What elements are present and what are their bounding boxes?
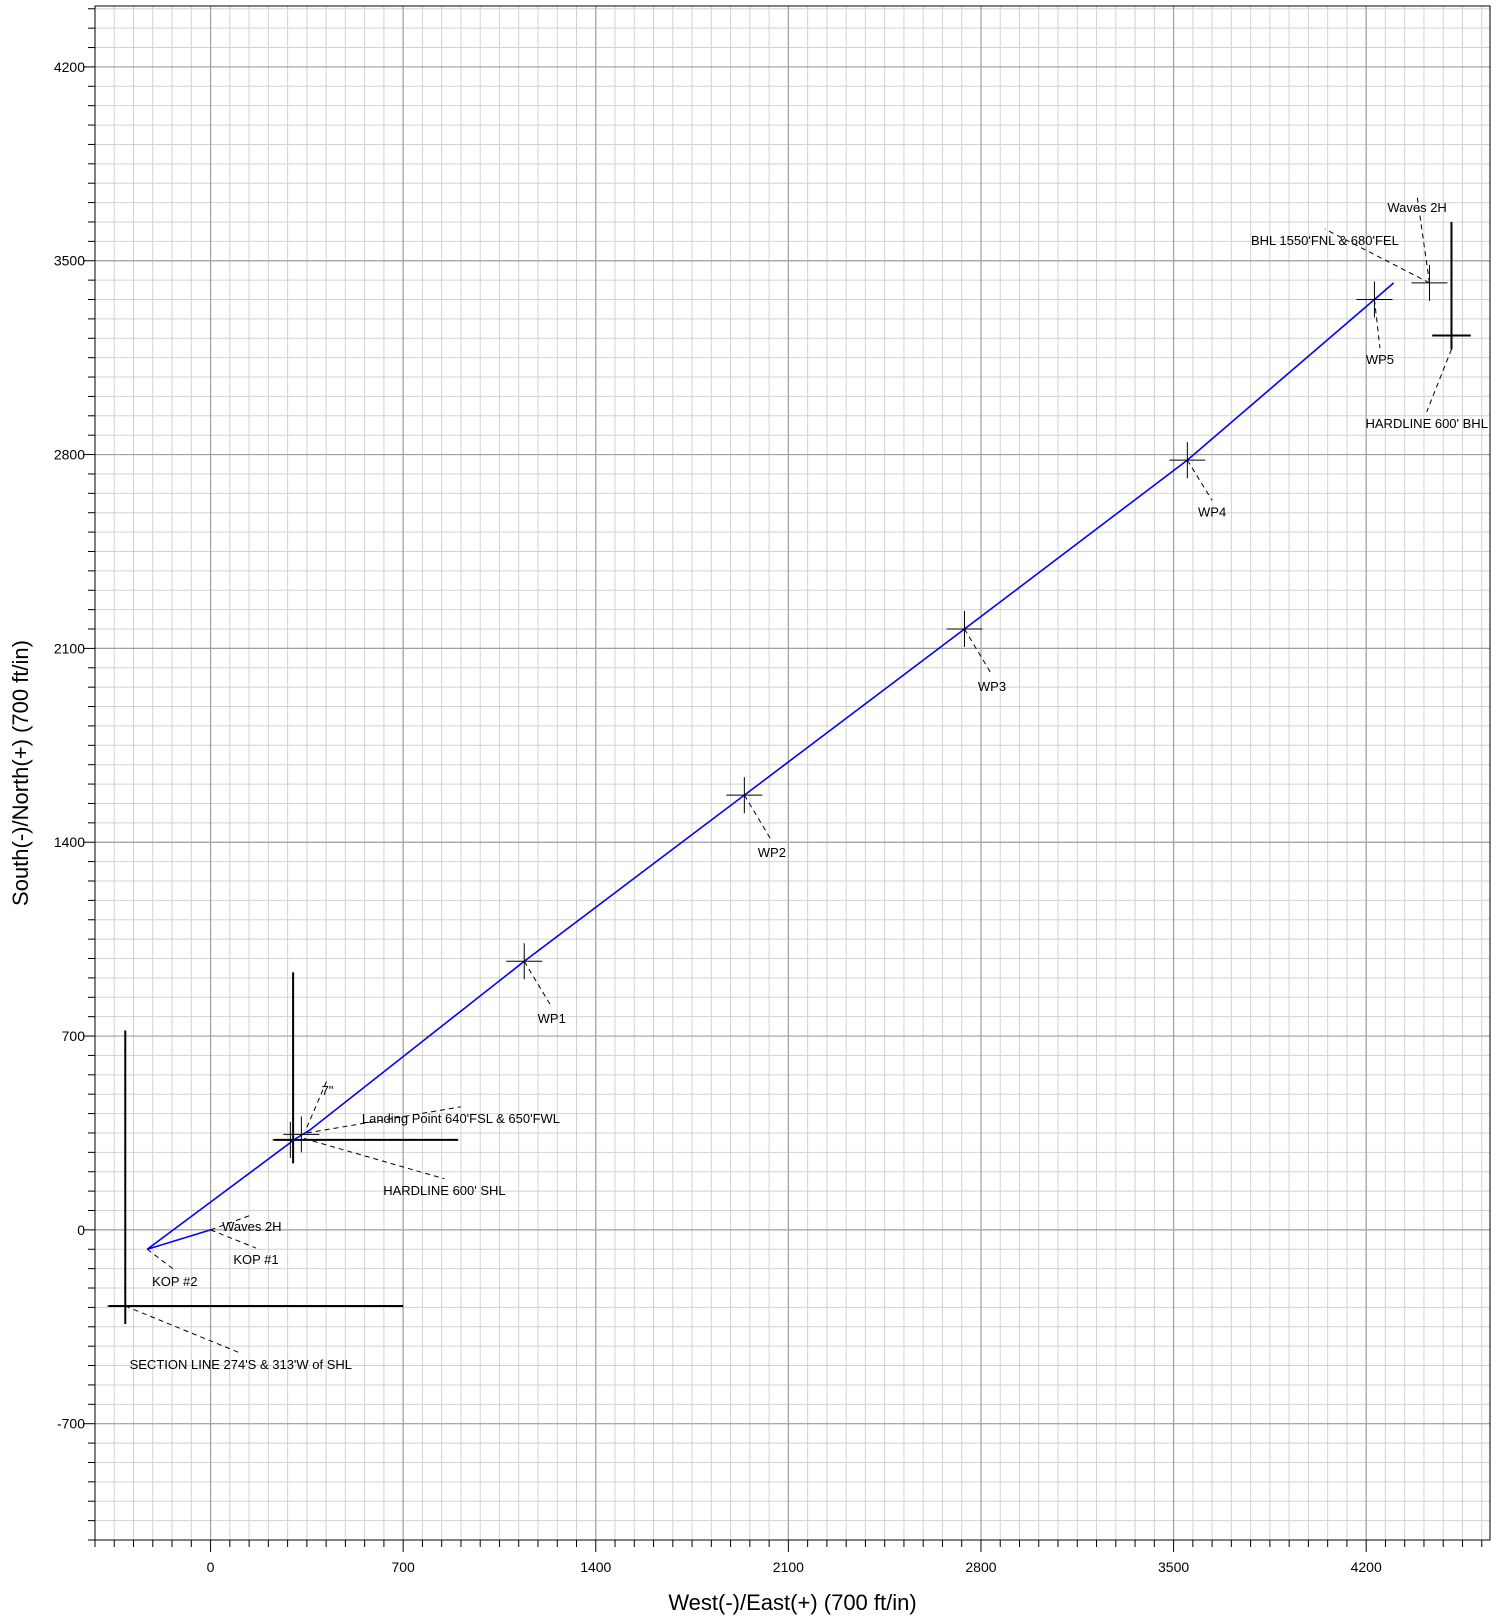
x-tick-label: 700 bbox=[391, 1559, 415, 1575]
annotation-label: 7" bbox=[322, 1083, 334, 1098]
annotation-leader bbox=[146, 1248, 176, 1271]
annotation-label: WP2 bbox=[758, 845, 786, 860]
annotation-label: BHL 1550'FNL & 680'FEL bbox=[1251, 233, 1399, 248]
chart-grid bbox=[94, 6, 1490, 1541]
x-tick-label: 4200 bbox=[1351, 1559, 1382, 1575]
annotation-leader bbox=[303, 1138, 445, 1180]
tick-label-group: 0 700 1400 2100 2800 3500 4200 -700 0 700 1400 2100… bbox=[54, 59, 1382, 1575]
y-tick-label: 4200 bbox=[54, 59, 85, 75]
annotation-label: Landing Point 640'FSL & 650'FWL bbox=[362, 1111, 560, 1126]
annotation-group: WP1 WP2 WP3 WP4 WP5 HARDLINE 600' BHL BHL 1550… bbox=[125, 195, 1488, 1372]
plot-frame bbox=[94, 5, 1491, 1541]
annotation-leader bbox=[210, 1229, 257, 1249]
x-axis-title: West(-)/East(+) (700 ft/in) bbox=[668, 1590, 916, 1615]
annotation-leader bbox=[125, 1305, 242, 1354]
y-tick-label: 0 bbox=[77, 1222, 85, 1238]
x-tick-label: 3500 bbox=[1158, 1559, 1189, 1575]
annotation-leader bbox=[1426, 349, 1452, 412]
x-tick-label: 0 bbox=[207, 1559, 215, 1575]
annotation-label: WP4 bbox=[1198, 504, 1226, 519]
x-tick-label: 2800 bbox=[965, 1559, 996, 1575]
annotation-label: WP1 bbox=[538, 1011, 566, 1026]
marker-group bbox=[107, 264, 1448, 1325]
hardline-group bbox=[108, 221, 1471, 1325]
annotation-label: WP3 bbox=[978, 679, 1006, 694]
y-tick-label: 2100 bbox=[54, 640, 85, 656]
annotation-label: HARDLINE 600' SHL bbox=[383, 1183, 505, 1198]
annotation-label: KOP #1 bbox=[233, 1252, 278, 1267]
y-tick-label: 700 bbox=[62, 1028, 86, 1044]
chart-frame bbox=[83, 5, 1491, 1552]
annotation-leader bbox=[306, 1106, 462, 1134]
y-tick-label: 1400 bbox=[54, 834, 85, 850]
annotation-leader bbox=[1373, 299, 1381, 349]
annotation-leader bbox=[1186, 459, 1213, 501]
annotation-label: KOP #2 bbox=[152, 1274, 197, 1289]
annotation-leader bbox=[1416, 195, 1430, 283]
y-tick-label: 3500 bbox=[54, 253, 85, 269]
series-group bbox=[146, 282, 1395, 1251]
annotation-label: Waves 2H bbox=[222, 1219, 281, 1234]
annotation-label: Waves 2H bbox=[1387, 200, 1446, 215]
x-tick-label: 2100 bbox=[773, 1559, 804, 1575]
y-axis-title: South(-)/North(+) (700 ft/in) bbox=[8, 640, 33, 906]
annotation-label: HARDLINE 600' BHL bbox=[1366, 416, 1488, 431]
annotation-label: WP5 bbox=[1366, 352, 1394, 367]
y-tick-label: -700 bbox=[57, 1416, 85, 1432]
annotation-label: SECTION LINE 274'S & 313'W of SHL bbox=[130, 1357, 352, 1372]
annotation-leader bbox=[743, 794, 773, 842]
y-tick-label: 2800 bbox=[54, 447, 85, 463]
annotation-leader bbox=[1324, 228, 1430, 284]
x-tick-label: 1400 bbox=[580, 1559, 611, 1575]
well-path-line bbox=[146, 282, 1395, 1251]
annotation-leader bbox=[210, 1214, 253, 1231]
